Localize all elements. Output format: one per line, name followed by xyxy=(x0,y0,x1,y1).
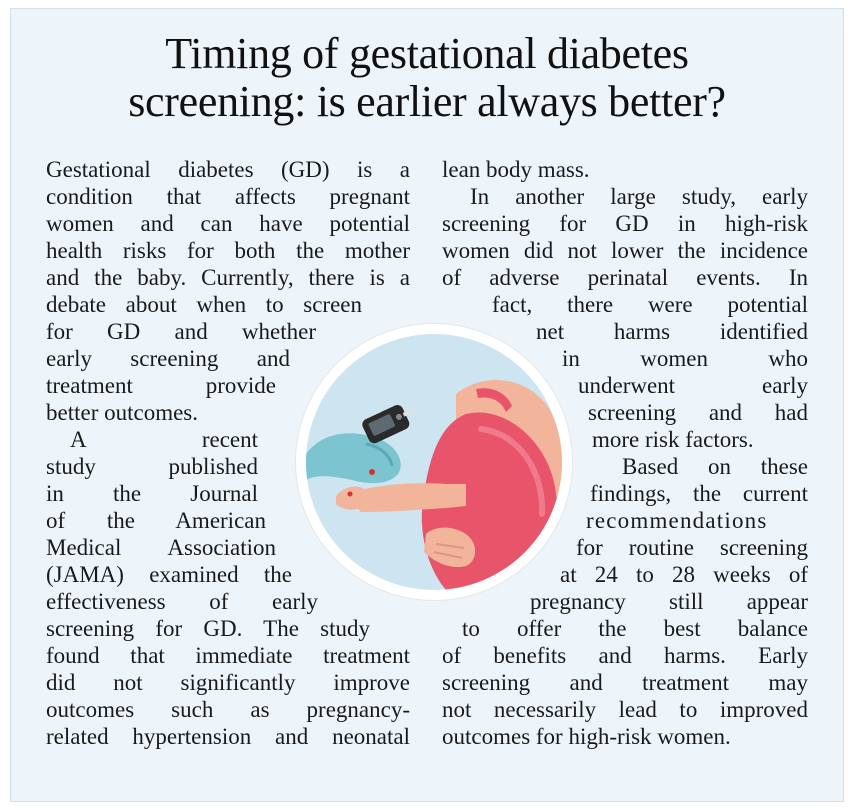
text-line: Gestational diabetes (GD) is a xyxy=(46,157,410,182)
illustration-frame xyxy=(296,324,572,600)
text-line: in women who xyxy=(562,346,808,371)
text-line: more risk factors. xyxy=(592,427,754,452)
text-line: for routine screening xyxy=(576,535,808,560)
text-line: did not significantly improve xyxy=(46,670,410,695)
text-line: early screening and xyxy=(46,346,290,371)
text-line: of benefits and harms. Early xyxy=(442,643,808,668)
text-line: for GD and whether xyxy=(46,319,316,344)
text-line: lean body mass. xyxy=(442,157,590,182)
text-line: screening and had xyxy=(588,400,808,425)
glucose-meter-pregnant-woman-illustration-icon xyxy=(306,334,562,590)
text-line: of the American xyxy=(46,508,266,533)
text-line: Medical Association xyxy=(46,535,276,560)
arm-shape xyxy=(346,483,466,512)
text-line: better outcomes. xyxy=(46,400,199,425)
text-line: not necessarily lead to improved xyxy=(442,697,808,722)
text-line: net harms identified xyxy=(536,319,808,344)
text-line: study published xyxy=(46,454,258,479)
text-line: debate about when to screen xyxy=(46,292,362,317)
text-line: effectiveness of early xyxy=(46,589,318,614)
glove-shape xyxy=(306,433,401,484)
text-line: women did not lower the incidence xyxy=(442,238,808,263)
title-line-2: screening: is earlier always better? xyxy=(128,77,726,126)
text-line: at 24 to 28 weeks of xyxy=(560,562,808,587)
text-line: findings, the current xyxy=(590,481,808,506)
text-line: screening and treatment may xyxy=(442,670,808,695)
text-line: health risks for both the mother xyxy=(46,238,410,263)
text-line: screening for GD. The study xyxy=(46,616,370,641)
text-line: recommendations xyxy=(586,508,768,533)
text-line: and the baby. Currently, there is a xyxy=(46,265,410,290)
text-line: In another large study, early xyxy=(470,184,808,209)
glucose-meter xyxy=(362,405,418,444)
text-line: related hypertension and neonatal xyxy=(46,724,410,749)
text-line: treatment provide xyxy=(46,373,276,398)
text-line: screening for GD in high-risk xyxy=(442,211,808,236)
text-line: women and can have potential xyxy=(46,211,410,236)
text-line: condition that affects pregnant xyxy=(46,184,410,209)
text-line: pregnancy still appear xyxy=(530,589,808,614)
text-line: A recent xyxy=(70,427,258,452)
text-line: fact, there were potential xyxy=(492,292,808,317)
title-line-1: Timing of gestational diabetes xyxy=(165,29,689,78)
text-line: found that immediate treatment xyxy=(46,643,410,668)
text-line: outcomes such as pregnancy- xyxy=(46,697,410,722)
text-line: to offer the best balance xyxy=(462,616,808,641)
text-line: underwent early xyxy=(578,373,808,398)
text-line: Based on these xyxy=(622,454,808,479)
text-line: (JAMA) examined the xyxy=(46,562,292,587)
text-line: in the Journal xyxy=(46,481,258,506)
text-line: outcomes for high-risk women. xyxy=(442,724,731,749)
article-title: Timing of gestational diabetes screening… xyxy=(0,30,854,126)
text-line: of adverse perinatal events. In xyxy=(442,265,808,290)
